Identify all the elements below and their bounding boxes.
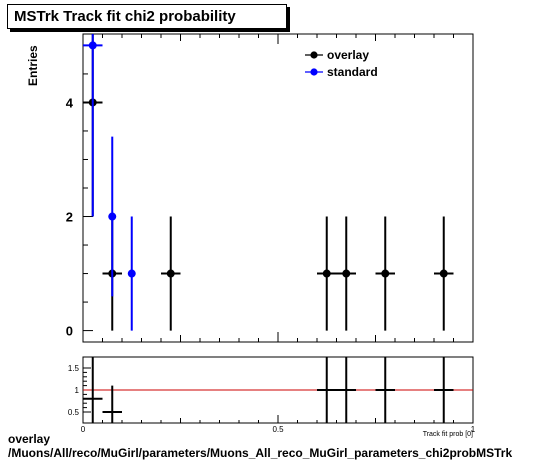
main-overlay-point xyxy=(166,269,175,278)
ratio-y-tick-label: 1.5 xyxy=(68,364,80,373)
main-y-tick-label: 2 xyxy=(66,210,73,225)
main-y-tick-label: 4 xyxy=(66,95,74,110)
main-marks xyxy=(83,34,454,331)
legend-standard-marker xyxy=(310,68,318,76)
x-axis-label: Track fit prob [0] xyxy=(423,431,473,438)
legend-overlay-marker xyxy=(310,51,318,59)
main-standard-point xyxy=(88,41,97,50)
main-overlay-point xyxy=(381,269,390,278)
ratio-marks xyxy=(83,357,473,423)
footer-label-1: overlay xyxy=(8,432,51,446)
ratio-y-tick-label: 0.5 xyxy=(68,408,80,417)
main-overlay-point xyxy=(439,269,448,278)
y-axis-label: Entries xyxy=(26,45,40,86)
main-overlay-point xyxy=(342,269,351,278)
ratio-x-tick-label: 0 xyxy=(81,425,86,434)
legend-overlay-label: overlay xyxy=(327,48,369,62)
ratio-y-tick-label: 1 xyxy=(75,386,80,395)
chart-title-box: MSTrk Track fit chi2 probability xyxy=(7,4,287,29)
chart-title: MSTrk Track fit chi2 probability xyxy=(14,8,236,25)
ratio-axes: 0.511.50 0.5 1 xyxy=(68,364,476,434)
legend: overlay standard xyxy=(305,48,378,79)
main-standard-point xyxy=(108,212,117,221)
ratio-x-tick-label: 1 xyxy=(471,425,476,434)
footer-label-2: /Muons/All/reco/MuGirl/parameters/Muons_… xyxy=(8,446,513,460)
main-plot-frame xyxy=(82,33,474,343)
legend-standard-label: standard xyxy=(327,65,378,79)
main-overlay-point xyxy=(322,269,331,278)
ratio-x-tick-label: 0.5 xyxy=(272,425,284,434)
main-standard-point xyxy=(127,269,136,278)
main-y-tick-label: 0 xyxy=(66,324,73,339)
